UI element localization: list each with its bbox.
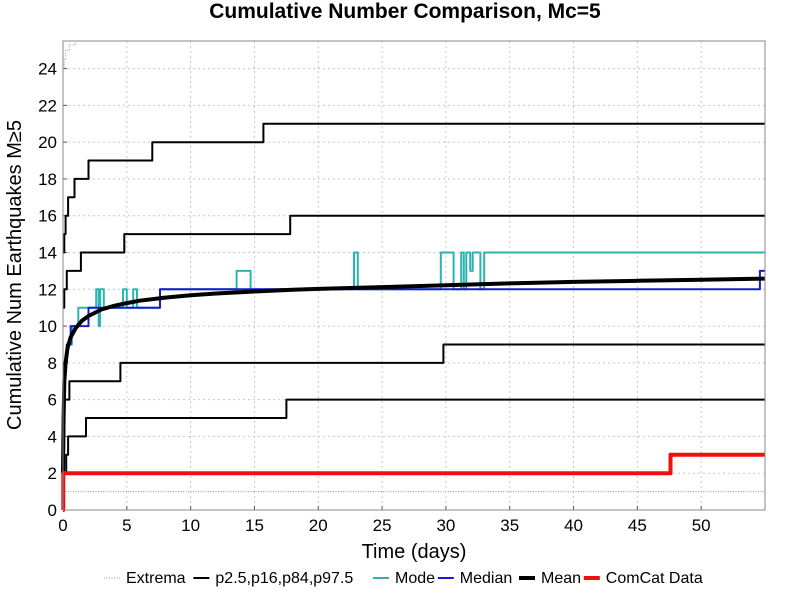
y-tick-label: 10 (38, 317, 57, 336)
y-tick-label: 2 (48, 464, 57, 483)
y-tick-label: 20 (38, 133, 57, 152)
series-line (63, 398, 765, 475)
x-axis-label: Time (days) (362, 541, 467, 563)
legend-label: Mean (541, 570, 581, 587)
series-line (63, 251, 765, 364)
x-tick-label: 0 (58, 516, 67, 535)
x-tick-label: 15 (245, 516, 264, 535)
chart-title: Cumulative Number Comparison, Mc=5 (209, 0, 601, 23)
x-tick-label: 35 (500, 516, 519, 535)
series-line (63, 214, 765, 309)
legend-item: Extrema (104, 570, 186, 587)
legend: Extrema p2.5,p16,p84,p97.5 Mode Median Mean C… (104, 570, 703, 587)
y-tick-label: 4 (48, 427, 57, 446)
x-tick-label: 20 (309, 516, 328, 535)
legend-item: Mode (373, 570, 435, 587)
series-line (63, 343, 765, 419)
x-tick-label: 10 (181, 516, 200, 535)
x-tick-label: 30 (436, 516, 455, 535)
legend-item: Median (437, 570, 512, 587)
x-tick-label: 25 (373, 516, 392, 535)
series-layer (61, 41, 766, 512)
series-comcat-data (61, 452, 765, 512)
series-line (61, 276, 766, 474)
legend-label: Mode (395, 570, 435, 587)
legend-label: p2.5,p16,p84,p97.5 (215, 570, 353, 587)
grid (62, 41, 765, 511)
tick-labels: 0 5 10 15 20 25 30 35 40 45 5002468101214161820222… (38, 60, 711, 535)
x-tick-label: 50 (692, 516, 711, 535)
y-tick-label: 24 (38, 60, 57, 79)
x-tick-label: 40 (564, 516, 583, 535)
legend-label: Median (460, 570, 512, 587)
x-tick-label: 45 (628, 516, 647, 535)
legend-item: ComCat Data (583, 570, 703, 587)
plot-frame (62, 40, 766, 511)
y-tick-label: 16 (38, 207, 57, 226)
legend-label: Extrema (126, 570, 186, 587)
series-line (63, 41, 77, 70)
y-tick-label: 12 (38, 280, 57, 299)
series-line (63, 122, 765, 254)
series-mean (61, 276, 766, 474)
legend-label: ComCat Data (606, 570, 703, 587)
y-tick-label: 14 (38, 244, 57, 263)
series-line (61, 452, 765, 512)
y-axis-label: Cumulative Num Earthquakes M≥5 (4, 120, 26, 430)
series-mode (63, 251, 765, 364)
x-tick-label: 5 (122, 516, 131, 535)
y-tick-label: 18 (38, 170, 57, 189)
y-tick-label: 22 (38, 96, 57, 115)
y-tick-label: 8 (48, 354, 57, 373)
legend-item: p2.5,p16,p84,p97.5 (193, 570, 353, 587)
y-tick-label: 0 (48, 501, 57, 520)
series-extrema (63, 41, 765, 493)
legend-item: Mean (519, 570, 581, 587)
y-tick-label: 6 (48, 391, 57, 410)
